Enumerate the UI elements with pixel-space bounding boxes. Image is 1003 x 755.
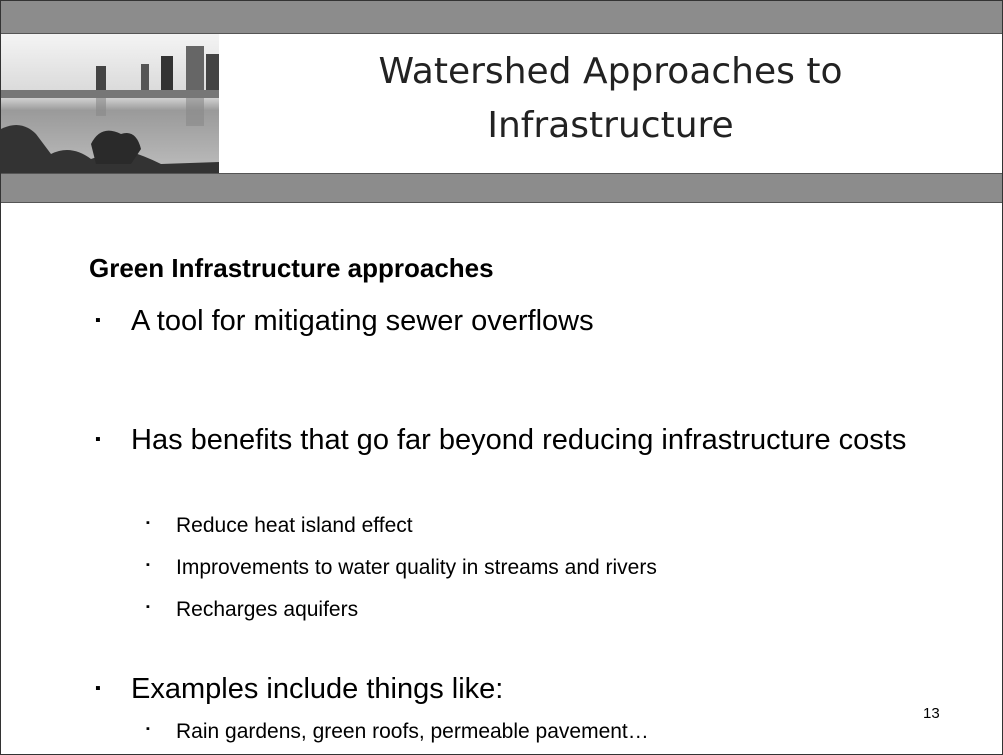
bullet-marker: ▪ [95,312,101,329]
title-band [1,173,1002,203]
bullet-marker: ▪ [95,680,101,697]
sub-item: ▪ Reduce heat island effect [146,514,413,538]
bullet-marker: ▪ [146,517,150,529]
sub-item: ▪ Rain gardens, green roofs, permeable pa… [146,720,649,744]
bullet-marker: ▪ [146,559,150,571]
bullet-item-text: Has benefits that go far beyond reducing… [131,424,907,456]
title-line: Watershed Approaches to [378,51,843,92]
sub-item: ▪ Improvements to water quality in stream… [146,556,657,580]
sub-item: ▪ Recharges aquifers [146,598,359,622]
page-number: 13 [923,705,940,722]
bullet-item: ▪ A tool for mitigating sewer overflows [95,302,966,340]
bullet-item-text: Examples include things like: [131,673,504,705]
slide-title: Watershed Approaches to Infrastructure [219,45,1002,153]
header-photo [1,34,219,173]
bullet-item: ▪ Has benefits that go far beyond reducin… [95,421,966,459]
top-band [1,1,1002,34]
bullet-item-text: A tool for mitigating sewer overflows [131,305,594,337]
title-line: Infrastructure [487,105,734,146]
bullet-marker: ▪ [146,723,150,735]
heading: Green Infrastructure approaches [89,253,494,283]
bullet-marker: ▪ [95,431,101,448]
bullet-item: ▪ Examples include things like: [95,670,966,708]
sub-item-text: Improvements to water quality in streams… [176,556,657,579]
bullet-marker: ▪ [146,601,150,613]
sub-item-text: Reduce heat island effect [176,514,413,537]
sub-item-text: Recharges aquifers [176,598,359,621]
sub-item-text: Rain gardens, green roofs, permeable pav… [176,720,649,743]
